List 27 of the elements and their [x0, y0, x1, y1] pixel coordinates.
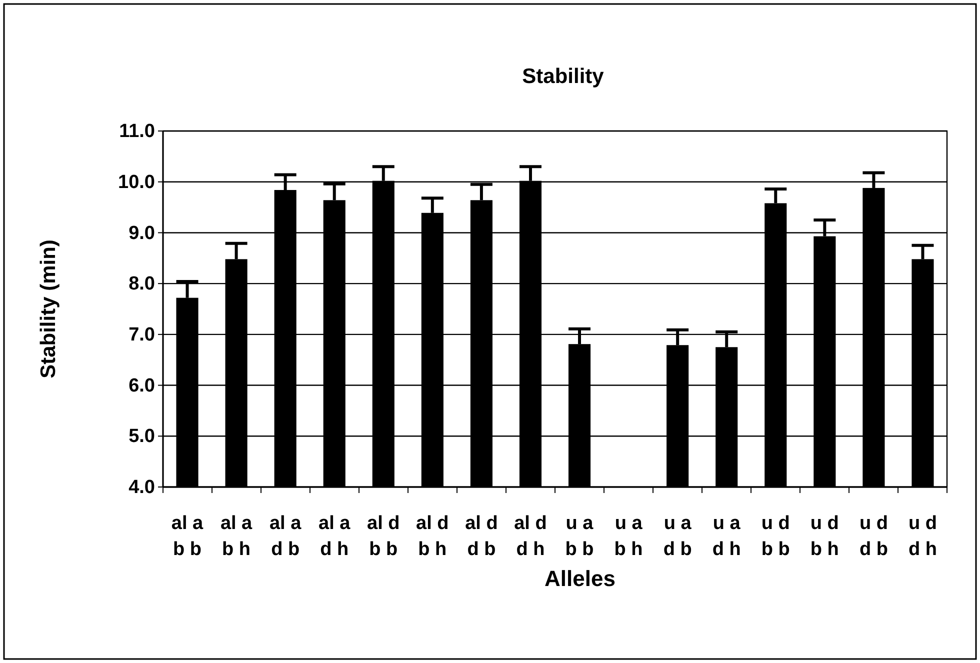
x-tick-label: al a b b [171, 513, 204, 560]
x-tick-label: al a d b [269, 513, 302, 560]
y-tick-label: 6.0 [128, 375, 155, 396]
x-tick-label: al a b h [220, 513, 253, 560]
x-tick-label: u a d b [663, 513, 692, 560]
x-tick-label: al a d h [318, 513, 351, 560]
y-axis-title: Stability (min) [37, 240, 60, 378]
y-tick-label: 4.0 [128, 477, 155, 498]
x-tick-label: u d d b [859, 513, 888, 560]
y-tick-label: 7.0 [128, 324, 155, 346]
y-tick-label: 8.0 [128, 274, 155, 295]
x-tick-label: u a d h [712, 513, 741, 560]
x-tick-label: al d b h [416, 513, 449, 560]
x-tick-label: al d d h [514, 513, 547, 560]
x-tick-label: al d b b [367, 513, 400, 560]
chart-title: Stability [522, 65, 604, 88]
y-tick-label: 10.0 [118, 172, 155, 193]
x-tick-label: u a b b [565, 513, 594, 560]
y-tick-label: 9.0 [128, 222, 155, 244]
x-tick-label: u a b h [614, 513, 643, 560]
y-tick-label: 11.0 [119, 121, 155, 142]
x-tick-label: u d d h [908, 513, 937, 560]
x-tick-label: al d d b [465, 513, 498, 560]
x-tick-label: u d b b [761, 513, 790, 560]
x-tick-label: u d b h [810, 513, 839, 560]
x-axis-title: Alleles [544, 566, 616, 591]
y-tick-label: 5.0 [128, 426, 155, 448]
